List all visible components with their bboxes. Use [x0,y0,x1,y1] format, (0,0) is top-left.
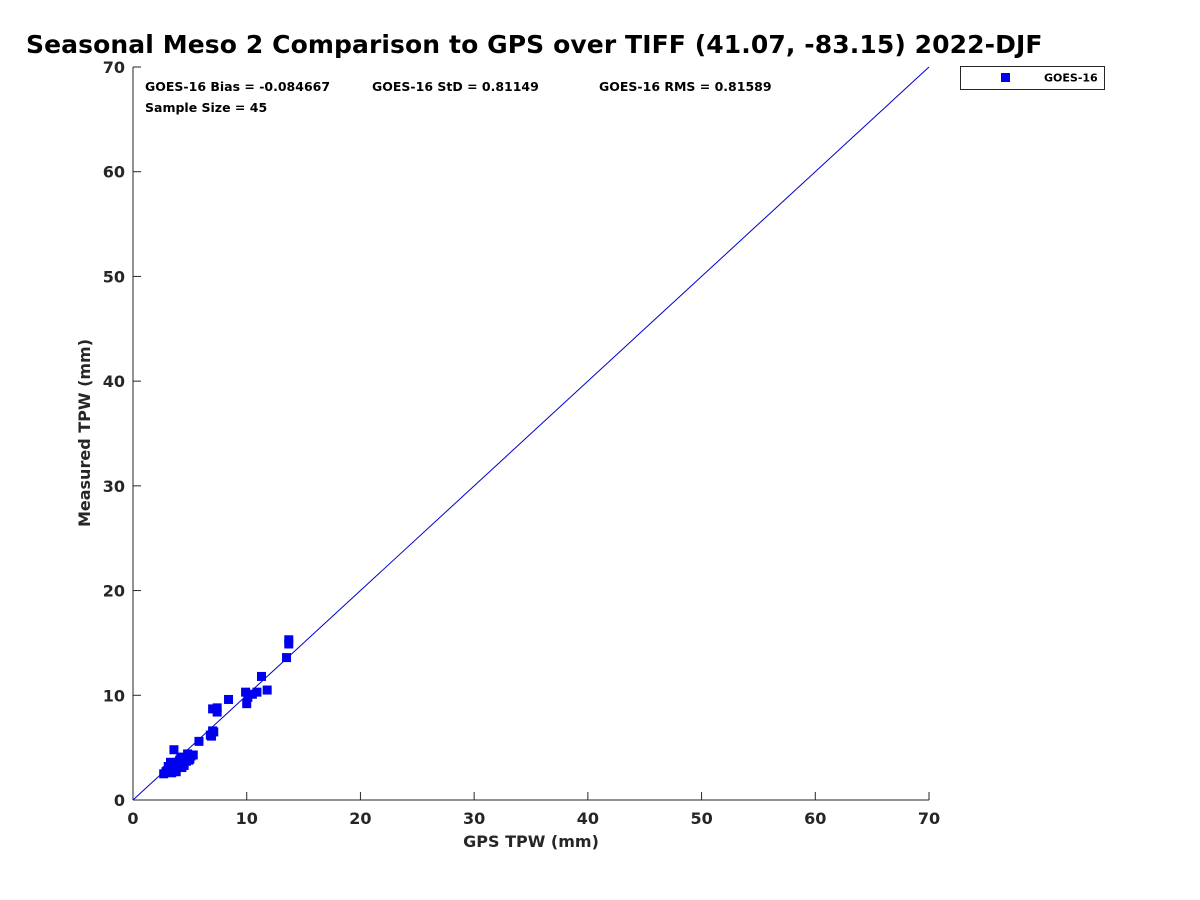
data-point [284,635,294,645]
x-tick-label: 50 [690,809,712,828]
data-point [247,689,257,699]
y-tick-label: 10 [103,686,125,705]
data-point [167,765,177,775]
rms-annotation: GOES-16 RMS = 0.81589 [599,79,772,94]
y-tick-label: 70 [103,58,125,77]
data-point [171,767,181,777]
data-point [176,752,186,762]
sample-size-annotation: Sample Size = 45 [145,100,267,115]
data-points [159,635,294,779]
x-tick-label: 40 [577,809,599,828]
data-point [172,757,182,767]
x-tick-label: 20 [349,809,371,828]
y-tick-label: 20 [103,582,125,601]
data-point [282,653,292,663]
data-point [194,736,204,746]
y-tick-label: 30 [103,477,125,496]
plot-axes: 0 10 20 30 40 50 60 70 0 10 20 30 40 50 60 70 [103,58,940,828]
data-point [243,692,253,702]
y-tick-label: 0 [114,791,125,810]
std-annotation: GOES-16 StD = 0.81149 [372,79,539,94]
data-point [169,745,179,755]
y-tick-label: 50 [103,267,125,286]
data-point [186,751,196,761]
data-point [208,704,218,714]
chart-title: Seasonal Meso 2 Comparison to GPS over T… [26,30,1043,59]
x-tick-label: 10 [236,809,258,828]
y-tick-label: 40 [103,372,125,391]
x-tick-label: 0 [127,809,138,828]
data-point [256,671,266,681]
data-point [181,756,191,766]
bias-annotation: GOES-16 Bias = -0.084667 [145,79,330,94]
legend-entry-goes-16: GOES-16 [1044,72,1098,85]
data-point [205,730,215,740]
y-tick-label: 60 [103,163,125,182]
x-axis-label: GPS TPW (mm) [463,832,599,851]
x-tick-label: 30 [463,809,485,828]
data-point [242,699,252,709]
legend: GOES-16 [960,66,1105,90]
x-tick-label: 60 [804,809,826,828]
x-tick-label: 70 [918,809,940,828]
legend-marker-square [1001,73,1010,82]
stats-annotations: GOES-16 Bias = -0.084667 GOES-16 StD = 0… [145,79,772,115]
data-point [212,703,222,713]
data-point [162,766,172,776]
y-axis-label: Measured TPW (mm) [75,339,94,527]
legend-box [960,66,1105,90]
data-point [224,694,234,704]
data-point [252,687,262,697]
data-point [262,685,272,695]
data-point [241,687,251,697]
